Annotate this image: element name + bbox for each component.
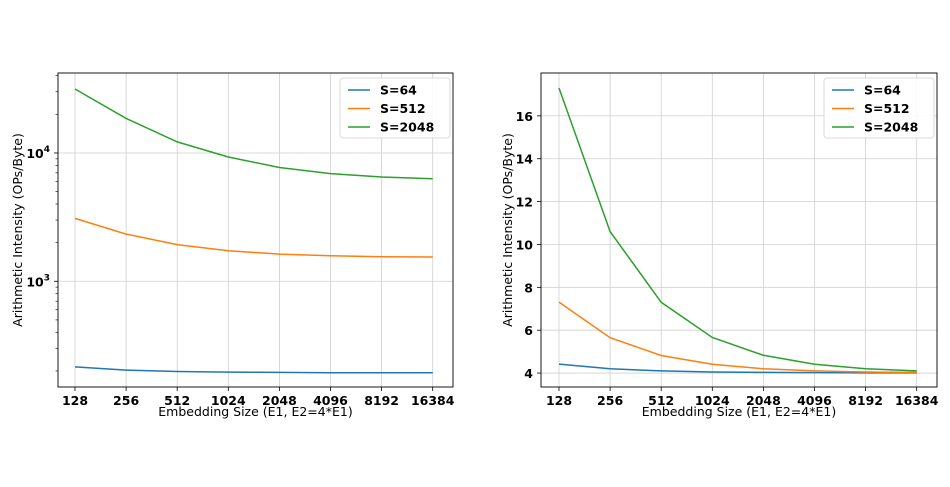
y-tick-label: 16 xyxy=(516,109,534,124)
legend: S=64 S=512 S=2048 xyxy=(823,77,935,139)
series-line-s-2048 xyxy=(74,88,433,180)
legend-box xyxy=(339,77,451,139)
y-tick-label: 10 xyxy=(516,237,534,252)
legend-label: S=64 xyxy=(864,83,901,98)
y-tick-label: 103 xyxy=(26,273,50,289)
x-tick-label: 8192 xyxy=(848,393,883,408)
x-tick-label: 4096 xyxy=(313,393,348,408)
y-tick-base: 10 xyxy=(26,146,44,161)
y-tick-base: 10 xyxy=(26,274,44,289)
plot-frame xyxy=(540,72,938,388)
legend-label: S=512 xyxy=(380,101,426,116)
y-tick-label: 12 xyxy=(516,195,533,210)
left-chart-log-scale: 128 256 512 1024 2048 4096 8192 16384103104Embe… xyxy=(10,72,455,419)
x-tick-label: 128 xyxy=(62,393,88,408)
legend-label: S=2048 xyxy=(864,120,918,135)
series-line-s-64 xyxy=(558,363,917,374)
y-tick-label: 4 xyxy=(524,366,533,381)
series-line-s-512 xyxy=(74,217,433,258)
y-tick-exponent: 4 xyxy=(44,145,50,155)
legend-label: S=512 xyxy=(864,101,910,116)
y-tick-exponent: 3 xyxy=(44,273,50,283)
series-line-s-512 xyxy=(558,301,917,374)
x-tick-label: 256 xyxy=(113,393,139,408)
x-tick-label: 16384 xyxy=(411,393,455,408)
x-tick-label: 2048 xyxy=(262,393,297,408)
x-tick-label: 2048 xyxy=(746,393,781,408)
legend: S=64 S=512 S=2048 xyxy=(339,77,451,139)
x-tick-label: 8192 xyxy=(364,393,399,408)
x-tick-label: 128 xyxy=(546,393,572,408)
x-tick-label: 1024 xyxy=(211,393,246,408)
legend-label: S=2048 xyxy=(380,120,434,135)
legend-box xyxy=(823,77,935,139)
x-tick-label: 512 xyxy=(648,393,674,408)
x-tick-label: 256 xyxy=(597,393,623,408)
y-tick-label: 8 xyxy=(524,280,533,295)
legend-label: S=64 xyxy=(380,83,417,98)
right-chart-linear-scale: 128 256 512 1024 2048 4096 8192 16384 4 6 8 10 12 14 1… xyxy=(500,72,939,419)
y-axis-label: Arithmetic Intensity (OPs/Byte) xyxy=(500,133,515,327)
x-axis-label: Embedding Size (E1, E2=4*E1) xyxy=(158,404,352,419)
series-line-s-2048 xyxy=(558,87,917,372)
x-tick-label: 4096 xyxy=(797,393,832,408)
plot-frame xyxy=(57,72,454,388)
x-axis-label: Embedding Size (E1, E2=4*E1) xyxy=(642,404,836,419)
x-tick-label: 512 xyxy=(164,393,190,408)
x-tick-label: 16384 xyxy=(895,393,939,408)
x-tick-label: 1024 xyxy=(695,393,730,408)
y-tick-label: 14 xyxy=(516,152,534,167)
y-tick-label: 6 xyxy=(524,323,533,338)
y-axis-label: Arithmetic Intensity (OPs/Byte) xyxy=(10,133,25,327)
series-line-s-64 xyxy=(74,366,433,374)
y-tick-label: 104 xyxy=(26,145,50,161)
